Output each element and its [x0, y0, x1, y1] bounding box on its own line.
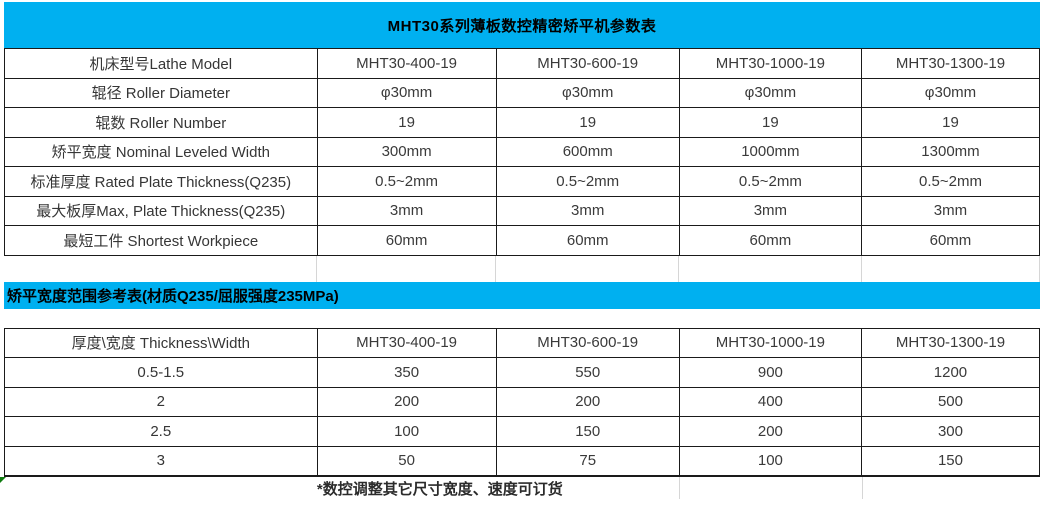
value-cell: φ30mm: [495, 77, 680, 108]
value-cell: 200: [678, 416, 862, 447]
value-cell: 3mm: [495, 195, 680, 226]
value-cell: 300: [860, 416, 1041, 447]
value-cell: 60mm: [495, 225, 680, 256]
empty-cell: [862, 255, 1040, 282]
row-label-cell: 2.5: [4, 416, 318, 447]
value-cell: 75: [495, 445, 680, 476]
empty-cell: [4, 255, 317, 282]
table-row: 辊径 Roller Diameter φ30mm φ30mm φ30mm φ30mm: [4, 77, 1041, 108]
empty-cell: [861, 477, 1040, 499]
width-reference-table-body: 厚度\宽度 Thickness\Width MHT30-400-19 MHT30-6…: [4, 327, 1041, 476]
value-cell: 500: [860, 386, 1041, 417]
empty-cell: [679, 255, 862, 282]
value-cell: MHT30-1000-19: [678, 48, 862, 79]
empty-cell: [317, 255, 497, 282]
row-label-cell: 标准厚度 Rated Plate Thickness(Q235): [4, 166, 318, 197]
table-row: 标准厚度 Rated Plate Thickness(Q235) 0.5~2mm 0…: [4, 166, 1041, 197]
row-label-cell: 辊径 Roller Diameter: [4, 77, 318, 108]
table-row: 3 50 75 100 150: [4, 445, 1041, 476]
value-cell: 300mm: [316, 136, 497, 167]
main-title: MHT30系列薄板数控精密矫平机参数表: [387, 17, 657, 35]
empty-cell: [679, 477, 861, 499]
empty-cell: [4, 477, 317, 499]
value-cell: 150: [860, 445, 1041, 476]
value-cell: 150: [495, 416, 680, 447]
row-label-cell: 2: [4, 386, 318, 417]
value-cell: 1200: [860, 357, 1041, 388]
value-cell: 100: [678, 445, 862, 476]
value-cell: 19: [316, 107, 497, 138]
footnote-text: *数控调整其它尺寸宽度、速度可订货: [316, 480, 563, 498]
row-label-cell: 最短工件 Shortest Workpiece: [4, 225, 318, 256]
cell-corner-indicator-icon: [0, 477, 6, 483]
value-cell: MHT30-1300-19: [860, 327, 1041, 358]
value-cell: 3mm: [316, 195, 497, 226]
value-cell: 3mm: [860, 195, 1041, 226]
value-cell: 60mm: [860, 225, 1041, 256]
value-cell: 60mm: [316, 225, 497, 256]
value-cell: MHT30-400-19: [316, 327, 497, 358]
value-cell: MHT30-600-19: [495, 48, 680, 79]
width-reference-table: 厚度\宽度 Thickness\Width MHT30-400-19 MHT30-6…: [4, 327, 1041, 477]
parameters-table-body: 机床型号Lathe Model MHT30-400-19 MHT30-600-19 M…: [4, 48, 1041, 256]
value-cell: 200: [495, 386, 680, 417]
row-label-cell: 最大板厚Max, Plate Thickness(Q235): [4, 195, 318, 226]
row-label-cell: 辊数 Roller Number: [4, 107, 318, 138]
reference-title: 矫平宽度范围参考表(材质Q235/屈服强度235MPa): [7, 287, 339, 305]
value-cell: 0.5~2mm: [678, 166, 862, 197]
table-row: 机床型号Lathe Model MHT30-400-19 MHT30-600-19 M…: [4, 48, 1041, 79]
main-title-bar: MHT30系列薄板数控精密矫平机参数表: [4, 2, 1040, 48]
table-row: 0.5-1.5 350 550 900 1200: [4, 357, 1041, 388]
spreadsheet-area: MHT30系列薄板数控精密矫平机参数表 机床型号Lathe Model MHT30…: [0, 2, 1041, 499]
table-row: 最大板厚Max, Plate Thickness(Q235) 3mm 3mm 3mm 3…: [4, 195, 1041, 226]
value-cell: 0.5~2mm: [316, 166, 497, 197]
value-cell: 19: [678, 107, 862, 138]
value-cell: 350: [316, 357, 497, 388]
value-cell: 900: [678, 357, 862, 388]
value-cell: 100: [316, 416, 497, 447]
value-cell: MHT30-1000-19: [678, 327, 862, 358]
value-cell: 50: [316, 445, 497, 476]
parameters-table: 机床型号Lathe Model MHT30-400-19 MHT30-600-19 M…: [4, 48, 1041, 256]
value-cell: φ30mm: [860, 77, 1041, 108]
value-cell: 19: [495, 107, 680, 138]
value-cell: 1000mm: [678, 136, 862, 167]
value-cell: 60mm: [678, 225, 862, 256]
value-cell: MHT30-1300-19: [860, 48, 1041, 79]
table-row: 最短工件 Shortest Workpiece 60mm 60mm 60mm 60mm: [4, 225, 1041, 256]
value-cell: 600mm: [495, 136, 680, 167]
row-label-cell: 0.5-1.5: [4, 357, 318, 388]
value-cell: φ30mm: [316, 77, 497, 108]
row-label-cell: 机床型号Lathe Model: [4, 48, 318, 79]
table-row: 辊数 Roller Number 19 19 19 19: [4, 107, 1041, 138]
empty-cell: [496, 255, 680, 282]
value-cell: 1300mm: [860, 136, 1041, 167]
row-label-cell: 3: [4, 445, 318, 476]
value-cell: MHT30-400-19: [316, 48, 497, 79]
value-cell: 3mm: [678, 195, 862, 226]
value-cell: φ30mm: [678, 77, 862, 108]
value-cell: 19: [860, 107, 1041, 138]
value-cell: MHT30-600-19: [495, 327, 680, 358]
row-label-cell: 矫平宽度 Nominal Leveled Width: [4, 136, 318, 167]
table-row: 2.5 100 150 200 300: [4, 416, 1041, 447]
footnote-cell: *数控调整其它尺寸宽度、速度可订货: [317, 477, 680, 499]
value-cell: 550: [495, 357, 680, 388]
footnote-row: *数控调整其它尺寸宽度、速度可订货: [0, 476, 1040, 499]
table-row: 2 200 200 400 500: [4, 386, 1041, 417]
reference-title-bar: 矫平宽度范围参考表(材质Q235/屈服强度235MPa): [4, 281, 1040, 309]
empty-grid-row: [4, 255, 1040, 282]
table-row: 矫平宽度 Nominal Leveled Width 300mm 600mm 1000…: [4, 136, 1041, 167]
table-row: 厚度\宽度 Thickness\Width MHT30-400-19 MHT30-6…: [4, 327, 1041, 358]
value-cell: 0.5~2mm: [495, 166, 680, 197]
empty-row: [4, 309, 1040, 328]
value-cell: 400: [678, 386, 862, 417]
value-cell: 200: [316, 386, 497, 417]
value-cell: 0.5~2mm: [860, 166, 1041, 197]
row-label-cell: 厚度\宽度 Thickness\Width: [4, 327, 318, 358]
